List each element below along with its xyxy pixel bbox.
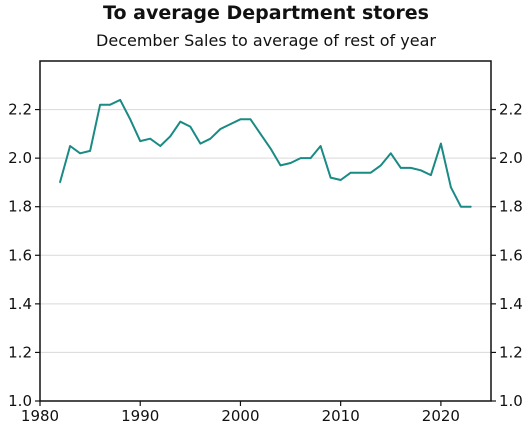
chart-subtitle: December Sales to average of rest of yea… [96,31,436,50]
chart-title: To average Department stores [103,2,429,24]
data-point [450,186,452,189]
data-point [129,118,131,121]
data-point [329,176,332,179]
data-point [400,167,402,169]
data-point [189,125,192,128]
plot-frame [39,60,492,402]
x-tick-label: 2010 [322,407,360,425]
y-tick-label-left: 1.8 [8,198,32,216]
x-tick-label: 2020 [422,407,460,425]
data-point [69,145,71,147]
data-point [339,179,342,181]
data-point [319,145,322,147]
data-point [440,142,442,145]
data-point [430,174,432,176]
data-point [269,147,272,150]
data-point [460,205,462,208]
y-tick-label-left: 1.4 [8,295,32,313]
data-point [99,103,101,106]
y-tick-label-right: 1.2 [499,343,523,361]
y-tick-label-left: 1.0 [8,392,32,410]
data-point [309,157,312,159]
data-point [289,162,292,164]
data-point [209,137,212,140]
data-point [219,128,222,130]
data-point [259,133,262,135]
data-point [249,118,252,121]
data-point [359,171,362,174]
data-point [470,205,472,208]
data-point [420,169,422,172]
y-tick-label-left: 2.2 [8,101,32,119]
y-tick-label-right: 1.8 [499,198,523,216]
data-point [239,118,242,121]
data-point [89,150,91,152]
y-tick-label-right: 1.6 [499,246,523,264]
x-tick-label: 1990 [121,407,159,425]
data-point [109,103,111,106]
data-point [379,164,382,167]
data-point [139,140,142,142]
data-point [59,181,61,184]
y-tick-label-right: 2.2 [499,101,523,119]
data-point [389,152,392,155]
data-point [159,145,162,147]
data-point [179,120,182,123]
data-point [119,99,121,101]
data-point [199,142,202,145]
data-point [299,157,302,159]
x-tick-label: 2000 [221,407,259,425]
y-tick-label-left: 1.6 [8,246,32,264]
y-tick-label-right: 2.0 [499,149,523,167]
y-tick-label-right: 1.4 [499,295,523,313]
data-point [79,152,81,155]
series-line [59,98,471,208]
y-tick-label-left: 1.2 [8,343,32,361]
x-tick-label: 1980 [21,407,59,425]
y-tick-label-right: 1.0 [499,392,523,410]
data-point [279,164,282,167]
data-point [349,171,352,174]
data-point [149,137,152,140]
data-point [229,123,232,125]
data-point [410,167,412,169]
data-point [169,135,172,138]
y-tick-label-left: 2.0 [8,149,32,167]
data-point [369,171,372,174]
